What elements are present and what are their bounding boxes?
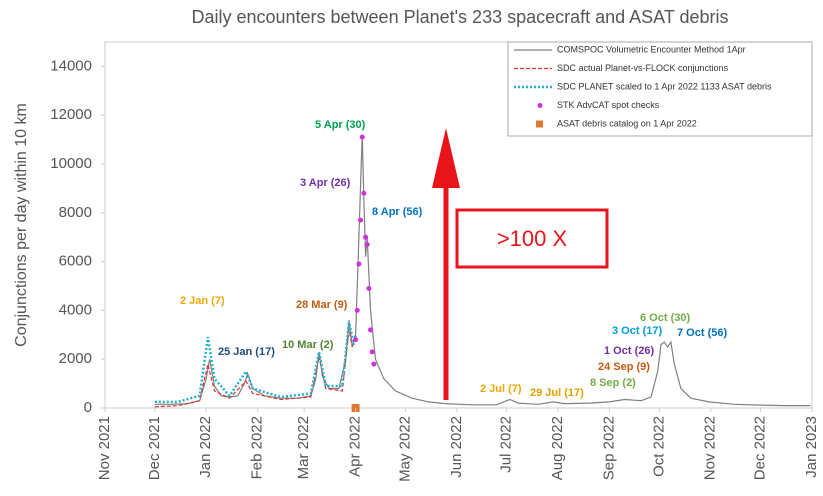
x-tick-label: Jan 2022 <box>197 416 214 478</box>
x-tick-label: Nov 2022 <box>702 416 719 480</box>
data-point <box>366 285 372 291</box>
legend <box>507 41 813 137</box>
x-tick-label: Sep 2022 <box>600 416 617 480</box>
x-tick-label: May 2022 <box>396 416 413 482</box>
annotation: 24 Sep (9) <box>598 361 650 373</box>
annotation: 8 Sep (2) <box>590 377 636 389</box>
annotation: 8 Apr (56) <box>372 206 423 218</box>
data-point <box>353 337 359 343</box>
data-point <box>358 217 364 223</box>
x-tick-label: Jun 2022 <box>448 416 465 478</box>
annotation: 28 Mar (9) <box>296 299 348 311</box>
legend-label: STK AdvCAT spot checks <box>557 100 660 110</box>
data-point <box>369 349 375 355</box>
x-tick-label: Aug 2022 <box>549 416 566 480</box>
legend-label: ASAT debris catalog on 1 Apr 2022 <box>557 118 697 128</box>
y-tick-label: 12000 <box>50 106 92 123</box>
annotation: 1 Oct (26) <box>604 345 654 357</box>
annotation: 25 Jan (17) <box>218 346 275 358</box>
legend-swatch <box>536 120 543 128</box>
data-point <box>371 361 377 367</box>
arrow-head <box>432 128 460 188</box>
chart-title: Daily encounters between Planet's 233 sp… <box>191 7 728 27</box>
annotation: 5 Apr (30) <box>315 119 366 131</box>
y-tick-label: 10000 <box>50 155 92 172</box>
data-point <box>359 134 365 140</box>
y-tick-label: 0 <box>84 399 92 416</box>
x-tick-label: Jan 2023 <box>803 416 820 478</box>
x-tick-label: Apr 2022 <box>347 416 364 477</box>
plot <box>154 134 811 412</box>
x-tick-label: Mar 2022 <box>295 416 312 479</box>
legend-swatch <box>537 103 543 108</box>
x-tick-label: Feb 2022 <box>249 416 266 479</box>
legend-items: COMSPOC Volumetric Encounter Method 1Apr… <box>514 44 772 128</box>
legend-label: COMSPOC Volumetric Encounter Method 1Apr <box>557 44 746 54</box>
callout-box <box>455 208 609 269</box>
y-tick-label: 6000 <box>59 253 92 270</box>
annotation: 6 Oct (30) <box>640 312 690 324</box>
data-point <box>361 190 367 196</box>
annotation: 10 Mar (2) <box>282 339 334 351</box>
annotation: 7 Oct (56) <box>677 327 727 339</box>
annotation: 3 Oct (17) <box>612 325 662 337</box>
callout-text: >100 X <box>497 226 568 251</box>
series-line <box>154 134 811 407</box>
series-line <box>154 322 357 404</box>
legend-label: SDC actual Planet-vs-FLOCK conjunctions <box>557 63 729 73</box>
y-tick-label: 14000 <box>50 57 92 74</box>
x-tick-label: Jul 2022 <box>498 416 515 473</box>
y-tick-label: 2000 <box>59 350 92 367</box>
data-point <box>356 261 362 267</box>
x-tick-label: Dec 2021 <box>146 416 163 480</box>
x-tick-label: Dec 2022 <box>752 416 769 480</box>
legend-label: SDC PLANET scaled to 1 Apr 2022 1133 ASA… <box>557 81 772 91</box>
x-tick-label: Oct 2022 <box>650 416 667 477</box>
annotation: 2 Jan (7) <box>180 295 225 307</box>
y-tick-label: 4000 <box>59 301 92 318</box>
annotation: 2 Jul (7) <box>480 383 522 395</box>
series-line <box>154 329 353 408</box>
annotation: 3 Apr (26) <box>300 177 351 189</box>
annotation: 29 Jul (17) <box>530 387 584 399</box>
y-tick-label: 8000 <box>59 204 92 221</box>
data-point <box>368 327 374 333</box>
data-point <box>364 242 370 248</box>
y-axis-label: Conjunctions per day within 10 km <box>13 103 30 347</box>
data-point <box>354 307 360 313</box>
x-tick-label: Nov 2021 <box>96 416 113 480</box>
data-point <box>363 234 369 240</box>
plot-frame <box>104 41 813 409</box>
